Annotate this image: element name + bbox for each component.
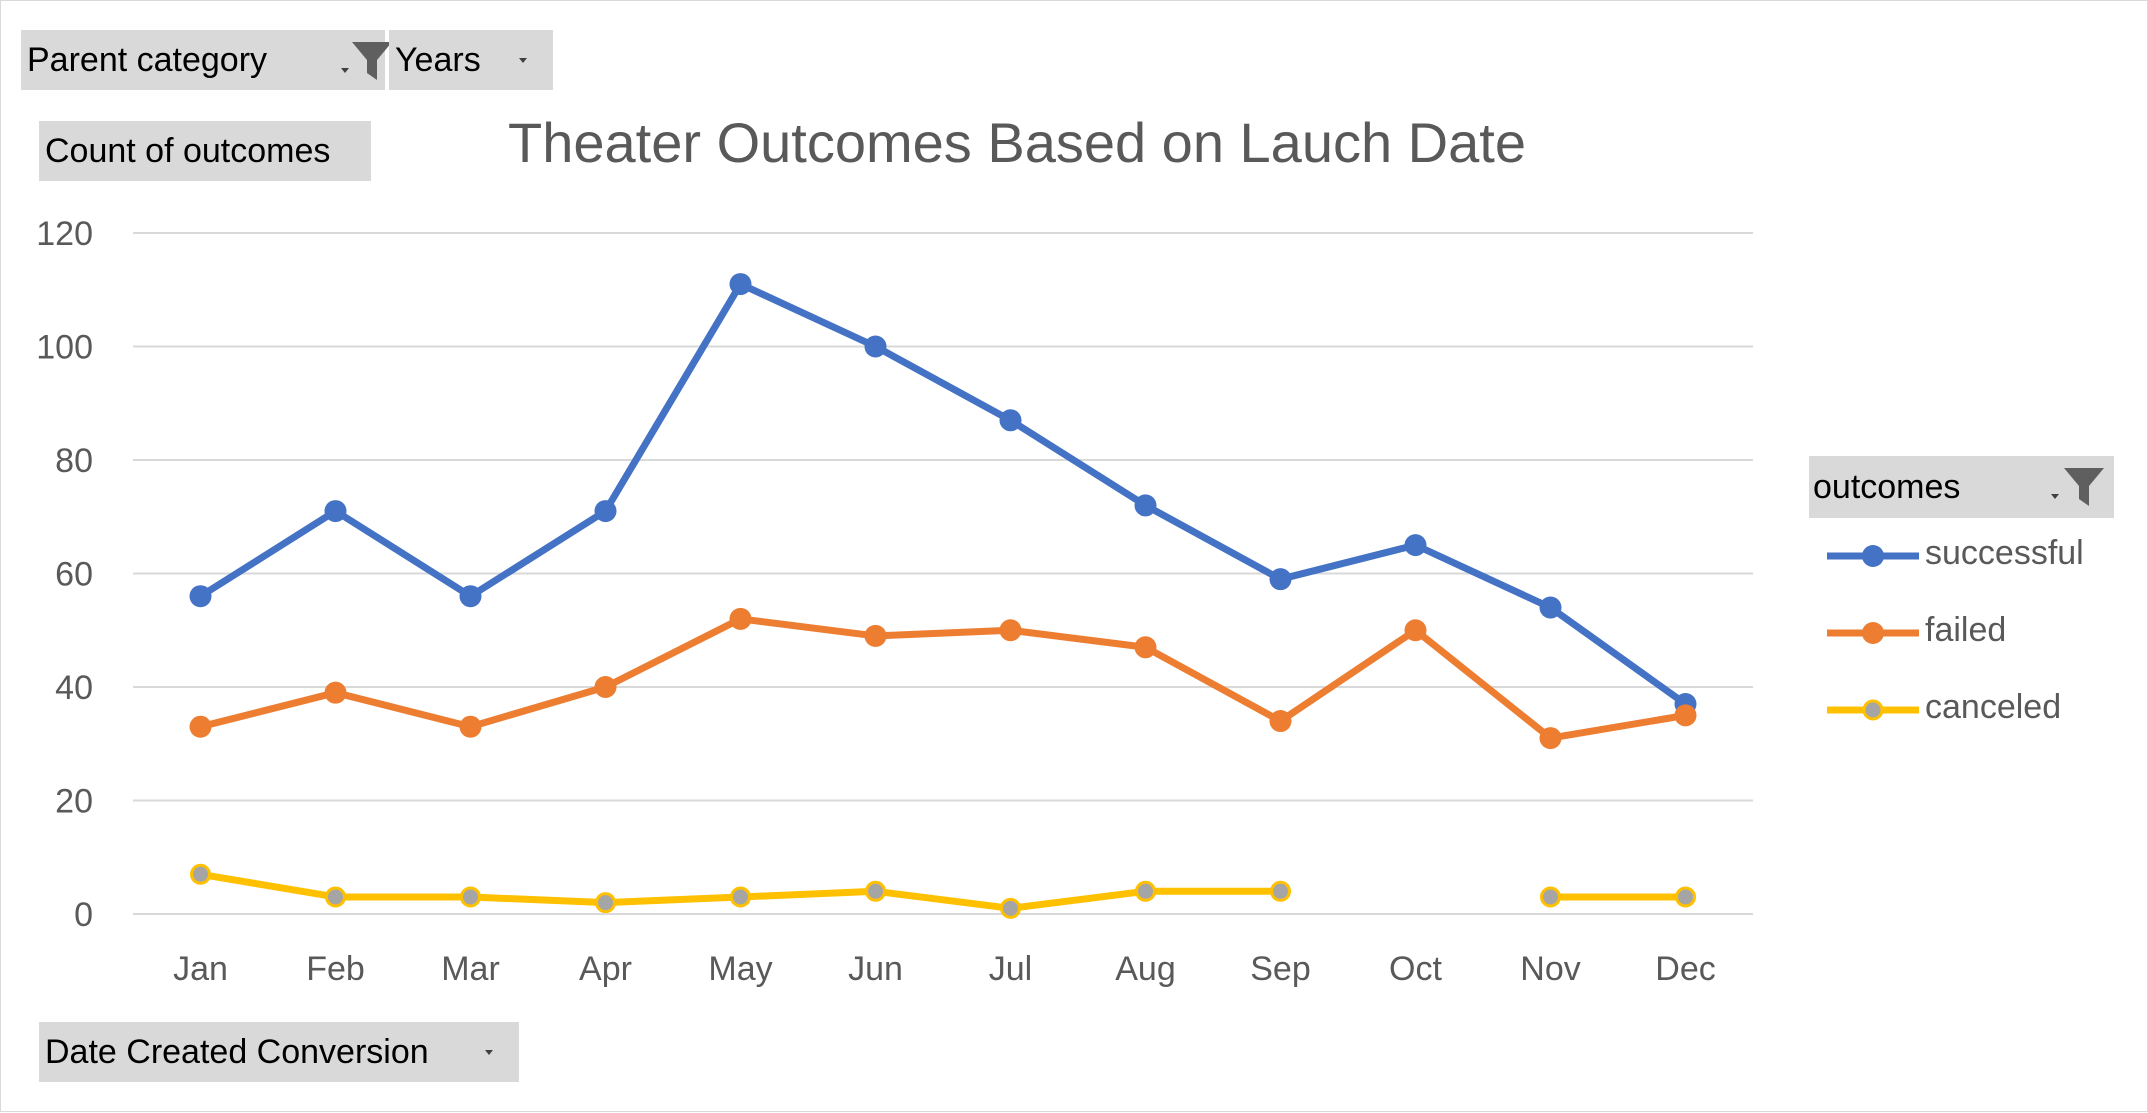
axis-field-label: Date Created Conversion	[45, 1022, 429, 1082]
y-tick-label: 120	[36, 215, 93, 253]
data-point-failed[interactable]	[1135, 636, 1157, 658]
y-tick-label: 80	[55, 442, 93, 480]
x-tick-label: Feb	[306, 950, 365, 988]
legend-item-canceled[interactable]: canceled	[1809, 672, 2114, 749]
data-point-canceled[interactable]	[1272, 882, 1290, 900]
data-point-failed[interactable]	[460, 716, 482, 738]
y-tick-label: 40	[55, 669, 93, 707]
chevron-down-icon	[485, 1050, 493, 1055]
x-tick-label: Jul	[989, 950, 1032, 988]
data-point-successful[interactable]	[1270, 568, 1292, 590]
legend-label-failed: failed	[1925, 611, 2006, 650]
chevron-down-icon	[2051, 494, 2059, 499]
data-point-failed[interactable]	[865, 625, 887, 647]
series-line-failed	[201, 619, 1686, 738]
data-point-canceled[interactable]	[462, 888, 480, 906]
y-axis-ticks: 0 20 40 60 80 100 120	[36, 215, 93, 934]
gridlines	[133, 233, 1753, 914]
data-point-successful[interactable]	[1135, 494, 1157, 516]
x-tick-label: Sep	[1250, 950, 1311, 988]
x-tick-label: Dec	[1655, 950, 1715, 988]
x-tick-label: Apr	[579, 950, 632, 988]
legend-marker-successful	[1823, 536, 1923, 576]
data-point-successful[interactable]	[190, 585, 212, 607]
data-point-successful[interactable]	[325, 500, 347, 522]
x-tick-label: Aug	[1115, 950, 1176, 988]
legend-label-canceled: canceled	[1925, 688, 2061, 727]
y-tick-label: 60	[55, 556, 93, 594]
data-point-canceled[interactable]	[732, 888, 750, 906]
filter-icon	[2063, 466, 2105, 508]
x-tick-label: Jun	[848, 950, 903, 988]
series-failed	[190, 608, 1697, 749]
legend: outcomes successful failed	[1809, 456, 2114, 749]
legend-item-successful[interactable]: successful	[1809, 518, 2114, 595]
date-created-conversion-button[interactable]: Date Created Conversion	[39, 1022, 519, 1082]
data-point-successful[interactable]	[595, 500, 617, 522]
series-successful	[190, 273, 1697, 715]
data-point-failed[interactable]	[595, 676, 617, 698]
x-tick-label: Nov	[1520, 950, 1580, 988]
data-point-canceled[interactable]	[1542, 888, 1560, 906]
x-tick-label: Mar	[441, 950, 500, 988]
data-point-canceled[interactable]	[1677, 888, 1695, 906]
y-tick-label: 20	[55, 783, 93, 821]
data-point-canceled[interactable]	[192, 865, 210, 883]
data-point-canceled[interactable]	[327, 888, 345, 906]
series-lines	[190, 273, 1697, 917]
data-point-failed[interactable]	[1405, 619, 1427, 641]
data-point-failed[interactable]	[190, 716, 212, 738]
legend-field-label: outcomes	[1813, 468, 1960, 506]
chart-title: Theater Outcomes Based on Lauch Date	[508, 111, 1526, 174]
data-point-failed[interactable]	[730, 608, 752, 630]
data-point-successful[interactable]	[1405, 534, 1427, 556]
data-point-failed[interactable]	[1270, 710, 1292, 732]
series-canceled	[192, 865, 1695, 917]
y-tick-label: 0	[74, 896, 93, 934]
x-tick-label: May	[708, 950, 772, 988]
x-tick-label: Oct	[1389, 950, 1442, 988]
data-point-successful[interactable]	[1540, 597, 1562, 619]
outcomes-filter-button[interactable]: outcomes	[1809, 456, 2114, 518]
x-axis-ticks: Jan Feb Mar Apr May Jun Jul Aug Sep Oct Nov Dec	[173, 950, 1716, 988]
data-point-failed[interactable]	[1675, 704, 1697, 726]
data-point-successful[interactable]	[1000, 409, 1022, 431]
data-point-canceled[interactable]	[1137, 882, 1155, 900]
data-point-successful[interactable]	[730, 273, 752, 295]
legend-marker-canceled	[1823, 690, 1923, 730]
data-point-canceled[interactable]	[597, 894, 615, 912]
data-point-failed[interactable]	[1000, 619, 1022, 641]
y-tick-label: 100	[36, 329, 93, 367]
legend-item-failed[interactable]: failed	[1809, 595, 2114, 672]
data-point-canceled[interactable]	[1002, 899, 1020, 917]
data-point-failed[interactable]	[325, 682, 347, 704]
data-point-successful[interactable]	[460, 585, 482, 607]
legend-label-successful: successful	[1925, 534, 2084, 573]
data-point-canceled[interactable]	[867, 882, 885, 900]
x-tick-label: Jan	[173, 950, 228, 988]
data-point-successful[interactable]	[865, 336, 887, 358]
data-point-failed[interactable]	[1540, 727, 1562, 749]
legend-marker-failed	[1823, 613, 1923, 653]
